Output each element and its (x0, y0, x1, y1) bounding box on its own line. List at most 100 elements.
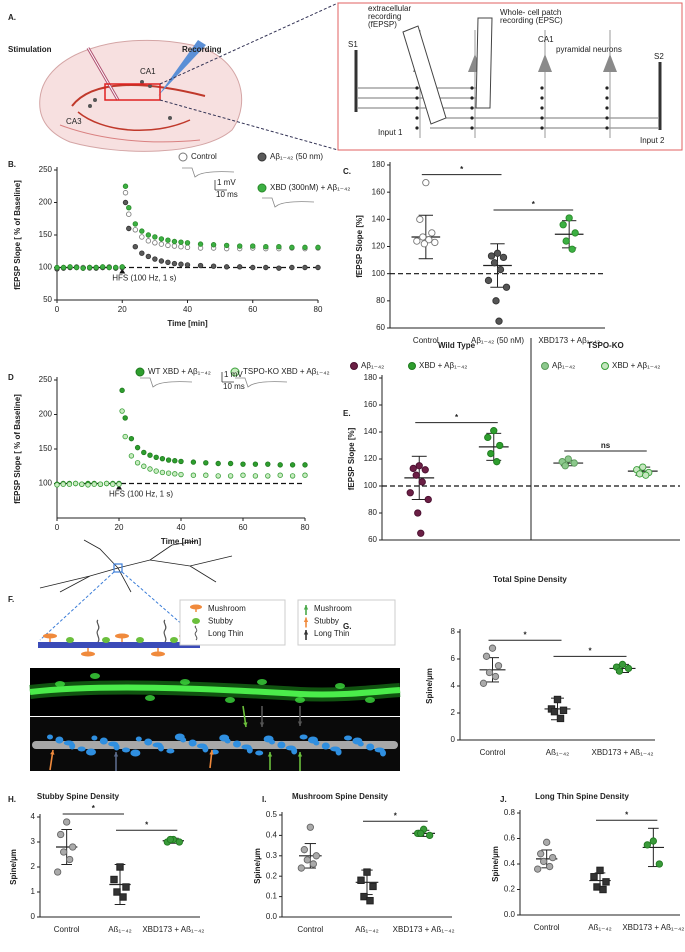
inset (337, 2, 683, 151)
trace-inset (262, 197, 315, 208)
legend-label: XBD + Aβ₁₋₄₂ (612, 361, 660, 370)
y-axis-label: fEPSP Slope [%] (355, 215, 364, 278)
data-point (152, 256, 158, 262)
data-point (276, 265, 282, 271)
data-point (119, 264, 125, 270)
y-tick-label: 250 (39, 375, 53, 384)
significance-label: * (532, 200, 536, 209)
x-tick-label: XBD173 + Aß₁₋₄₂ (592, 748, 654, 757)
brain (39, 39, 243, 152)
data-point (128, 435, 135, 442)
spine-glow (295, 697, 305, 703)
spine-model (99, 737, 108, 745)
data-point (642, 471, 650, 479)
spine-glow (365, 697, 375, 703)
y-tick-label: 0.4 (266, 831, 278, 840)
synapse (605, 116, 609, 120)
stimulation-electrode (87, 47, 119, 101)
data-point (165, 470, 172, 476)
synapse (415, 96, 419, 100)
data-point (93, 264, 99, 271)
spine-model (47, 734, 53, 740)
data-point (119, 387, 125, 394)
data-point (599, 885, 607, 894)
spine-model (86, 748, 96, 756)
data-point (145, 253, 152, 260)
data-point (171, 238, 178, 245)
neuron (88, 104, 92, 108)
x-axis-label: Time [min] (161, 537, 202, 546)
data-point (479, 679, 488, 687)
y-axis-label: fEPSP Slope [ % of Baseline] (13, 180, 22, 290)
zoom-line (39, 571, 115, 641)
data-point (166, 835, 174, 844)
data-point (496, 441, 504, 450)
panel-label: J. (500, 795, 507, 804)
y-tick-label: 0.8 (504, 808, 516, 817)
x-tick-label: 80 (301, 523, 310, 532)
data-point (210, 242, 217, 248)
chart-title: Stubby Spine Density (37, 792, 120, 801)
data-point (596, 866, 604, 875)
synapse (540, 96, 544, 100)
data-point (215, 460, 221, 467)
data-point (571, 229, 579, 237)
data-point (122, 199, 129, 206)
synapse (415, 86, 419, 90)
neuron (148, 84, 152, 88)
label: Input 1 (378, 128, 403, 137)
data-point (66, 481, 73, 487)
data-point (60, 481, 66, 487)
spine-glow (145, 695, 155, 701)
data-point (153, 454, 159, 460)
hippocampus (71, 84, 206, 107)
y-tick-label: 140 (372, 214, 386, 223)
scale-bar (214, 180, 227, 191)
neuron-sketch (39, 539, 233, 593)
panel-label: D (8, 373, 14, 382)
scale-bar-label: 1 mV (217, 178, 236, 187)
data-point (60, 264, 67, 271)
data-point (184, 244, 191, 251)
data-point (128, 453, 135, 459)
y-tick-label: 100 (39, 479, 53, 488)
legend-marker (178, 152, 188, 162)
y-tick-label: 120 (364, 454, 378, 463)
spine-glow (90, 673, 100, 679)
x-tick-label: Control (54, 925, 80, 934)
y-axis-label: Spine/µm (9, 849, 18, 885)
data-point (99, 264, 106, 270)
x-tick-label: 40 (183, 305, 192, 314)
data-point (550, 707, 559, 716)
data-point (79, 481, 85, 487)
mushroom-spine (81, 651, 95, 657)
data-point (593, 883, 601, 891)
data-point (171, 243, 178, 249)
data-point (190, 459, 197, 465)
data-point (175, 838, 183, 846)
data-point (265, 473, 271, 479)
spine-model (246, 746, 253, 754)
x-tick-label: Aß₁₋₄₂ (108, 925, 132, 934)
y-tick-label: 80 (368, 508, 377, 517)
data-point (546, 862, 554, 871)
significance-label: * (460, 165, 464, 174)
legend-label: WT XBD + Aβ₁₋₄₂ (148, 367, 211, 376)
data-point (424, 495, 432, 504)
y-tick-label: 160 (372, 187, 386, 196)
x-tick-label: Aβ₁₋₄₂ (50 nM) (471, 336, 524, 345)
data-point (54, 482, 60, 488)
y-tick-label: 6 (451, 654, 456, 663)
spine-model (180, 737, 187, 743)
data-point (413, 237, 421, 245)
y-tick-label: 100 (372, 269, 386, 278)
data-point (484, 433, 492, 442)
arrow-head (50, 750, 55, 755)
data-point (419, 233, 427, 241)
y-tick-label: 200 (39, 198, 53, 207)
zoom-box (113, 563, 123, 573)
legend-label: XBD + Aβ₁₋₄₂ (419, 361, 467, 370)
data-point (302, 462, 308, 468)
spine-model (158, 744, 164, 752)
panel-label: H. (8, 795, 16, 804)
